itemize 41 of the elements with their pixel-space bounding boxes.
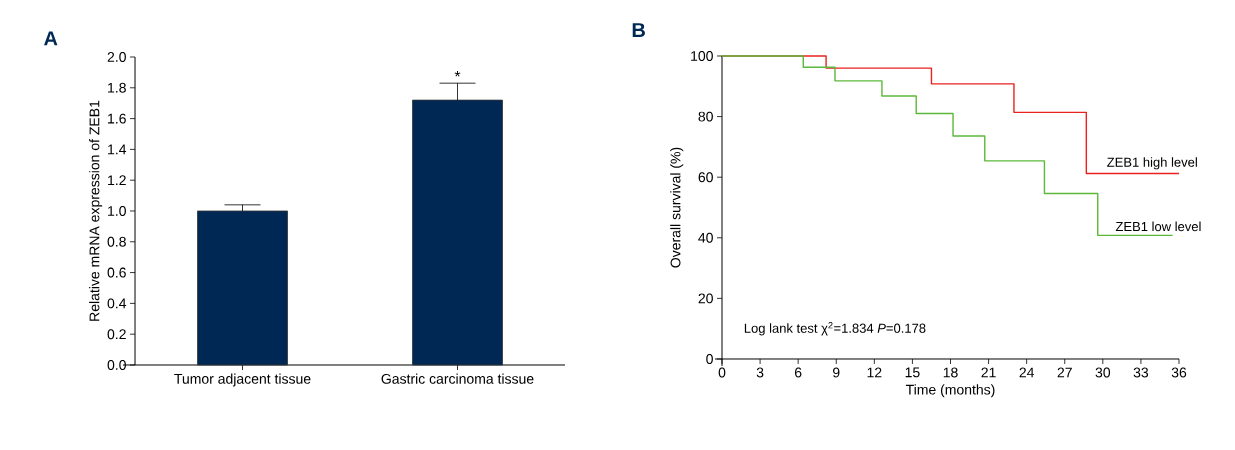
y-tick-label: 1.6 xyxy=(108,113,126,124)
x-tick-label: 30 xyxy=(1095,367,1111,378)
x-tick-label: 18 xyxy=(943,367,958,378)
series-label: ZEB1 high level xyxy=(1107,157,1197,170)
y-tick-label: 0.6 xyxy=(107,267,126,278)
chart-title: B xyxy=(632,23,645,37)
y-tick-label: 60 xyxy=(698,172,713,183)
x-tick-label: 33 xyxy=(1133,367,1149,378)
y-tick-label: 2.0 xyxy=(107,52,126,62)
annotation: * xyxy=(454,70,461,77)
y-tick-label: 0.8 xyxy=(107,236,126,247)
y-tick-label: 1.0 xyxy=(108,206,126,216)
series-label: ZEB1 low level xyxy=(1115,221,1201,232)
x-tick-label: 3 xyxy=(756,367,764,378)
x-tick-label: 9 xyxy=(833,367,840,378)
y-tick-label: 0.4 xyxy=(107,298,127,309)
y-axis-title: Overall survival (%) xyxy=(670,147,684,268)
y-tick-label: 40 xyxy=(698,232,713,243)
x-tick-label: 0 xyxy=(718,367,726,378)
y-tick-label: 1.8 xyxy=(108,82,126,93)
x-tick-label: 12 xyxy=(867,367,882,378)
x-tick-label: Gastric carcinoma tissue xyxy=(381,373,534,384)
y-tick-label: 0.0 xyxy=(107,360,126,370)
y-tick-label: 0 xyxy=(706,354,713,364)
chart-title: A xyxy=(44,31,58,46)
y-tick-label: 1.2 xyxy=(108,175,126,186)
x-tick-label: 6 xyxy=(794,367,802,378)
x-tick-label: 15 xyxy=(905,367,920,378)
x-tick-label: 27 xyxy=(1057,367,1072,378)
y-axis-title: Relative mRNA expression of ZEB1 xyxy=(89,100,103,321)
x-tick-label: 36 xyxy=(1171,367,1187,378)
x-axis-title: Time (months) xyxy=(905,384,995,398)
x-tick-label: Tumor adjacent tissue xyxy=(174,373,311,387)
annotation: Log lank test χ$^{2}$=1.834 P=0.178 xyxy=(744,321,926,336)
x-tick-label: 21 xyxy=(981,367,996,378)
y-tick-label: 0.2 xyxy=(107,329,126,340)
y-tick-label: 1.4 xyxy=(108,144,127,155)
y-tick-label: 80 xyxy=(698,111,713,122)
y-tick-label: 100 xyxy=(691,51,713,61)
y-tick-label: 20 xyxy=(698,293,713,304)
x-tick-label: 24 xyxy=(1019,367,1035,378)
